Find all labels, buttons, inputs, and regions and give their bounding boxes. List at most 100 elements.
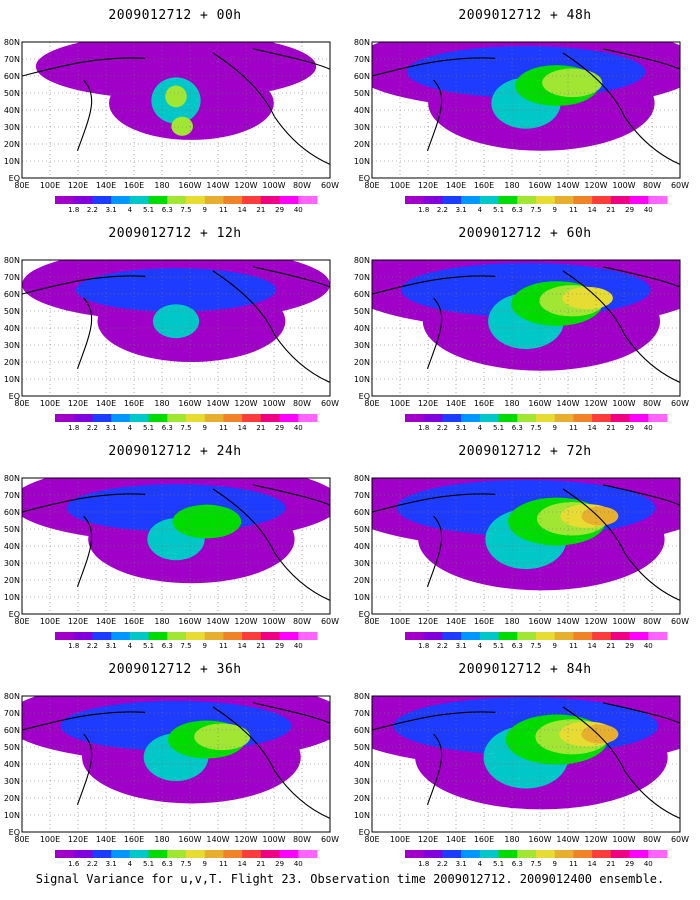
colorbar-label: 1.8: [418, 642, 429, 650]
coastline: [252, 266, 330, 288]
colorbar-label: 4: [128, 860, 133, 868]
colorbar-swatch: [405, 414, 425, 422]
colorbar-swatch: [92, 196, 112, 204]
colorbar-swatch: [279, 632, 299, 640]
lat-label: 10N: [354, 375, 370, 384]
lat-label: 60N: [354, 726, 370, 735]
colorbar-label: 6.3: [512, 642, 523, 650]
colorbar-swatch: [423, 414, 443, 422]
colorbar-label: 6.3: [512, 860, 523, 868]
variance-band: [152, 304, 200, 339]
lon-label: 60W: [671, 617, 689, 626]
colorbar-swatch: [536, 196, 556, 204]
colorbar-label: 4: [478, 642, 483, 650]
variance-band: [172, 504, 242, 539]
colorbar-label: 40: [644, 860, 653, 868]
colorbar-swatch: [167, 414, 187, 422]
colorbar-label: 3.1: [456, 860, 467, 868]
colorbar-label: 1.8: [68, 424, 79, 432]
colorbar-swatch: [129, 632, 150, 640]
map-frame: [21, 41, 331, 179]
colorbar-label: 7.5: [180, 206, 191, 214]
lat-label: 20N: [354, 358, 370, 367]
coastline: [22, 711, 146, 731]
colorbar-swatch: [92, 414, 112, 422]
lon-label: 160E: [124, 617, 144, 626]
colorbar-label: 1.8: [68, 206, 79, 214]
colorbar-label: 7.5: [180, 860, 191, 868]
colorbar-swatch: [479, 196, 500, 204]
coastline: [562, 488, 626, 554]
coastline: [22, 275, 146, 295]
colorbar-swatch: [167, 196, 187, 204]
map-panel: 2009012712 + 00h 80N 70N 60N 50N 40N 30N 20N 10N…: [0, 0, 350, 218]
lon-label: 80W: [643, 181, 661, 190]
colorbar-swatch: [498, 414, 518, 422]
lon-label: 80E: [14, 399, 29, 408]
lon-label: 80W: [293, 181, 311, 190]
colorbar-swatch: [242, 196, 262, 204]
colorbar-label: 2.2: [437, 424, 448, 432]
colorbar-swatch: [279, 850, 299, 858]
colorbar-swatch: [186, 196, 206, 204]
colorbar-label: 14: [588, 860, 597, 868]
lon-label: 60W: [321, 399, 339, 408]
lon-label: 100E: [390, 181, 410, 190]
lon-label: 80E: [364, 617, 379, 626]
colorbar-label: 2.2: [437, 860, 448, 868]
colorbar-label: 5.1: [493, 860, 504, 868]
lat-label: 20N: [4, 358, 20, 367]
lat-label: 50N: [4, 525, 20, 534]
colorbar-swatch: [204, 632, 224, 640]
lon-label: 100W: [262, 181, 285, 190]
colorbar-label: 1.8: [418, 206, 429, 214]
colorbar-swatch: [517, 196, 537, 204]
colorbar-label: 29: [275, 860, 284, 868]
lon-label: 120W: [584, 835, 607, 844]
colorbar-swatch: [55, 632, 75, 640]
lon-label: 180: [504, 835, 519, 844]
lon-label: 140E: [446, 181, 466, 190]
colorbar-swatch: [536, 632, 556, 640]
lon-label: 100E: [40, 399, 60, 408]
coastline: [624, 334, 680, 383]
coastline: [372, 711, 496, 731]
lon-label: 80W: [643, 835, 661, 844]
colorbar-swatch: [629, 632, 649, 640]
lon-label: 160W: [528, 181, 551, 190]
colorbar-swatch: [573, 850, 593, 858]
lat-label: 50N: [354, 89, 370, 98]
coastline: [212, 488, 276, 554]
map-frame: [371, 477, 681, 615]
colorbar-label: 7.5: [530, 642, 541, 650]
colorbar-swatch: [536, 850, 556, 858]
lat-label: 50N: [354, 743, 370, 752]
colorbar-swatch: [204, 196, 224, 204]
lat-label: 80N: [4, 256, 20, 265]
lon-label: 60W: [671, 835, 689, 844]
coastline: [252, 484, 330, 506]
colorbar-label: 2.2: [437, 642, 448, 650]
colorbar-label: 40: [644, 642, 653, 650]
colorbar-swatch: [610, 632, 631, 640]
lat-label: 50N: [4, 307, 20, 316]
colorbar-swatch: [648, 414, 668, 422]
coastline: [76, 733, 93, 805]
lon-label: 120E: [68, 617, 88, 626]
colorbar-swatch: [461, 196, 481, 204]
colorbar-label: 14: [588, 424, 597, 432]
lon-label: 120W: [234, 617, 257, 626]
colorbar-swatch: [405, 196, 425, 204]
colorbar-swatch: [129, 196, 150, 204]
colorbar-label: 5.1: [493, 642, 504, 650]
lon-label: 180: [504, 617, 519, 626]
colorbar-label: 7.5: [530, 424, 541, 432]
coastline: [372, 275, 496, 295]
lon-label: 100W: [612, 617, 635, 626]
colorbar-swatch: [479, 632, 500, 640]
coastline: [624, 770, 680, 819]
colorbar-swatch: [517, 850, 537, 858]
lat-label: 70N: [354, 709, 370, 718]
